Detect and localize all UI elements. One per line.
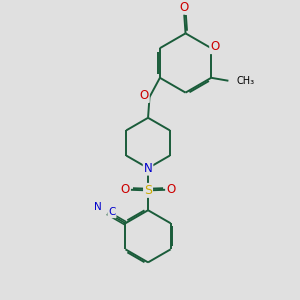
Text: CH₃: CH₃ xyxy=(237,76,255,86)
Text: O: O xyxy=(210,40,219,53)
Text: S: S xyxy=(144,184,152,197)
Text: O: O xyxy=(120,183,130,196)
Text: O: O xyxy=(179,1,189,14)
Text: O: O xyxy=(140,89,149,102)
Text: C: C xyxy=(108,207,116,217)
Text: N: N xyxy=(94,202,102,212)
Text: N: N xyxy=(144,162,152,175)
Text: O: O xyxy=(167,183,176,196)
